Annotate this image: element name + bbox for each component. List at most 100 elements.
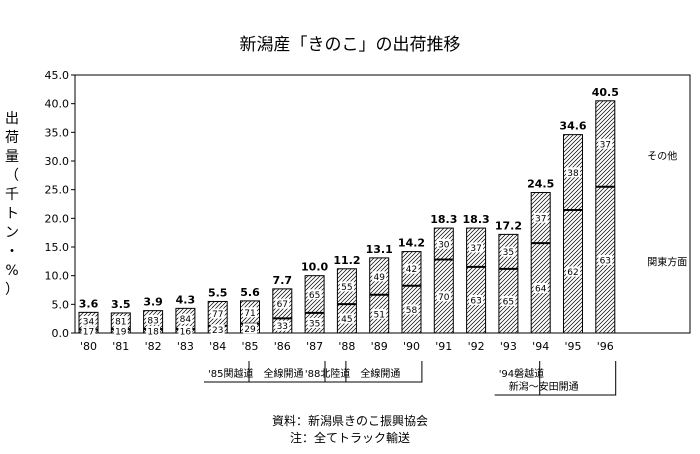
percent-label-bg: [275, 298, 290, 309]
percent-label-bg: [501, 246, 516, 257]
percent-label-kanto: 64: [535, 285, 547, 295]
total-label: 13.1: [366, 243, 393, 256]
percent-label-other: 67: [277, 300, 288, 310]
bar: [530, 192, 551, 334]
percent-label-bg: [210, 308, 225, 319]
percent-label-bg: [404, 263, 419, 274]
y-tick-label: 40.0: [45, 98, 70, 111]
percent-label-bg: [210, 324, 225, 335]
y-axis-label-char: ン: [5, 225, 19, 241]
total-label: 3.5: [111, 298, 131, 311]
y-axis-label: 出 荷 量 （ 千 ト ン ・ % ）: [4, 110, 20, 300]
series-label-kanto: 関東方面: [647, 255, 687, 268]
total-label: 24.5: [527, 178, 554, 191]
percent-label-bg: [339, 281, 354, 292]
percent-label-bg: [307, 317, 322, 328]
percent-label-bg: [533, 212, 548, 223]
annotation-94-bracket: [494, 361, 617, 396]
percent-label-kanto: 17: [83, 328, 94, 338]
x-tick-label: '89: [371, 340, 388, 353]
percent-label-other: 77: [212, 310, 223, 320]
percent-label-kanto: 51: [373, 310, 384, 320]
x-tick-label: '85: [241, 340, 258, 353]
percent-label-bg: [307, 289, 322, 300]
percent-label-bg: [598, 138, 613, 149]
total-label: 10.0: [301, 261, 328, 274]
total-label: 5.5: [208, 286, 228, 299]
y-tick-label: 5.0: [52, 298, 70, 311]
percent-label-bg: [372, 308, 387, 319]
x-tick-label: '92: [468, 340, 485, 353]
y-axis-label-char: 出: [5, 111, 19, 127]
percent-label-kanto: 23: [212, 326, 223, 336]
percent-label-other: 84: [180, 315, 192, 325]
percent-label-kanto: 16: [180, 328, 192, 338]
x-tick-label: '96: [597, 340, 614, 353]
total-label: 14.2: [398, 237, 425, 250]
percent-label-other: 49: [373, 273, 385, 283]
x-tick-label: '84: [209, 340, 226, 353]
total-label: 18.3: [463, 213, 490, 226]
total-label: 40.5: [592, 86, 619, 99]
percent-label-other: 55: [341, 283, 352, 293]
percent-label-bg: [372, 271, 387, 282]
percent-label-bg: [501, 295, 516, 306]
percent-label-bg: [436, 238, 451, 249]
x-tick-label: '87: [306, 340, 323, 353]
percent-label-bg: [469, 242, 484, 253]
percent-label-other: 35: [503, 248, 514, 258]
annotation-85-label: '85関越道 全線開通: [208, 367, 303, 380]
percent-label-kanto: 45: [341, 315, 352, 325]
x-tick-label: '94: [532, 340, 549, 353]
y-axis-label-char: 量: [5, 149, 19, 165]
x-tick-label: '80: [80, 340, 97, 353]
bar: [466, 227, 487, 334]
bar: [433, 227, 454, 334]
percent-label-other: 37: [470, 244, 481, 254]
percent-label-kanto: 58: [406, 306, 418, 316]
y-tick-label: 35.0: [45, 126, 70, 139]
y-tick-label: 25.0: [45, 184, 70, 197]
y-axis-label-char: 荷: [5, 130, 19, 146]
percent-label-bg: [566, 167, 580, 178]
percent-label-bg: [436, 291, 451, 302]
percent-label-other: 30: [438, 240, 450, 250]
y-axis-label-char: ・: [5, 244, 19, 260]
x-tick-label: '82: [145, 340, 162, 353]
total-label: 7.7: [273, 274, 293, 287]
percent-label-other: 71: [244, 309, 255, 319]
annotation-94-label: 新潟～安田開通: [509, 380, 579, 393]
y-tick-label: 10.0: [45, 270, 70, 283]
total-label: 18.3: [430, 213, 457, 226]
x-tick-label: '83: [177, 340, 194, 353]
total-label: 4.3: [176, 293, 196, 306]
percent-label-bg: [469, 294, 484, 305]
series-label-other: その他: [647, 149, 677, 162]
percent-label-bg: [146, 325, 161, 336]
total-label: 11.2: [333, 254, 360, 267]
percent-label-kanto: 18: [147, 327, 159, 337]
y-tick-label: 20.0: [45, 212, 70, 225]
percent-label-bg: [243, 307, 257, 318]
annotation-94-label: '94磐越道: [499, 367, 544, 380]
total-label: 34.6: [559, 120, 586, 133]
annotation-88-bracket: [300, 361, 423, 383]
bar: [595, 100, 616, 334]
total-label: 5.6: [240, 286, 260, 299]
percent-label-other: 83: [147, 316, 158, 326]
y-axis-label-char: ト: [5, 206, 19, 222]
x-tick-label: '86: [274, 340, 291, 353]
bar: [498, 233, 519, 334]
x-tick-label: '91: [435, 340, 452, 353]
percent-label-other: 34: [83, 317, 95, 327]
y-tick-label: 15.0: [45, 241, 70, 254]
total-label: 3.6: [79, 297, 99, 310]
percent-label-other: 65: [309, 291, 320, 301]
annotation-88-label: '88北陸道 全線開通: [305, 367, 400, 380]
bar: [563, 134, 583, 334]
percent-label-bg: [533, 283, 548, 294]
y-axis-label-char: %: [5, 263, 19, 279]
y-axis-label-char: 千: [5, 187, 19, 203]
percent-label-kanto: 35: [309, 319, 320, 329]
